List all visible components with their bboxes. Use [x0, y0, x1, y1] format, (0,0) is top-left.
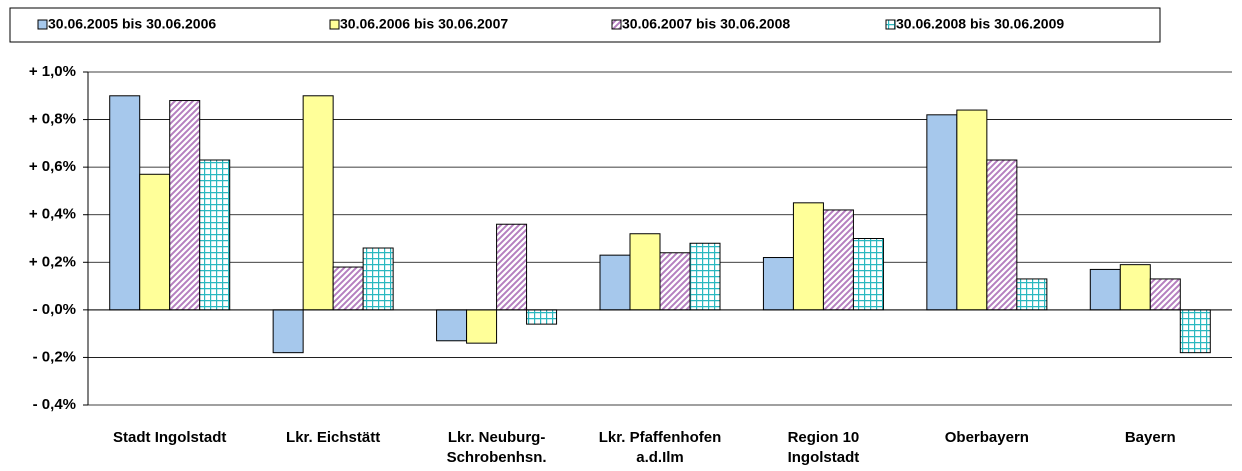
legend-label: 30.06.2007 bis 30.06.2008	[622, 16, 790, 32]
legend-label: 30.06.2006 bis 30.06.2007	[340, 16, 508, 32]
y-tick-label: + 0,6%	[29, 158, 76, 175]
bar	[1119, 264, 1151, 311]
x-tick-label-line: a.d.Ilm	[636, 449, 684, 466]
legend-label: 30.06.2005 bis 30.06.2006	[48, 16, 216, 32]
bar	[599, 254, 631, 311]
bar	[362, 247, 394, 311]
x-tick-label: Stadt Ingolstadt	[113, 429, 226, 446]
y-tick-label: - 0,2%	[33, 348, 76, 365]
y-tick-label: + 1,0%	[29, 63, 76, 80]
bar	[272, 309, 304, 354]
bar	[332, 266, 364, 311]
legend-swatch	[611, 19, 622, 30]
bar	[199, 159, 231, 311]
x-tick-label: Lkr. Pfaffenhofen a.d.Ilm	[599, 429, 722, 466]
y-tick-label: - 0,0%	[33, 301, 76, 318]
bar	[466, 309, 498, 344]
y-tick-label: + 0,4%	[29, 206, 76, 223]
legend-swatch	[329, 19, 340, 30]
bar	[1016, 278, 1048, 311]
bar	[986, 159, 1018, 311]
x-tick-label: Lkr. Eichstätt	[286, 429, 380, 446]
bar	[302, 95, 334, 311]
bar	[822, 209, 854, 311]
x-tick-label: Region 10 Ingolstadt	[788, 429, 860, 466]
x-tick-label-line: Schrobenhsn.	[447, 449, 547, 466]
legend-label: 30.06.2008 bis 30.06.2009	[896, 16, 1064, 32]
bar	[496, 223, 528, 311]
x-tick-label-line: Region 10	[788, 429, 860, 446]
bar	[762, 257, 794, 311]
x-tick-label: Lkr. Neuburg- Schrobenhsn.	[447, 429, 547, 466]
bar	[1089, 268, 1121, 311]
bar	[659, 252, 691, 311]
y-tick-label: + 0,8%	[29, 111, 76, 128]
bar	[436, 309, 468, 342]
bar	[956, 109, 988, 311]
legend-swatch	[885, 19, 896, 30]
x-tick-label-line: Ingolstadt	[788, 449, 860, 466]
bar	[629, 233, 661, 311]
legend-swatch	[37, 19, 48, 30]
bar	[526, 309, 558, 325]
x-tick-label: Oberbayern	[945, 429, 1029, 446]
bar	[689, 242, 721, 311]
y-tick-label: - 0,4%	[33, 396, 76, 413]
x-tick-label: Bayern	[1125, 429, 1176, 446]
x-tick-label-line: Lkr. Neuburg-	[448, 429, 546, 446]
bar	[1179, 309, 1211, 354]
bar	[1149, 278, 1181, 311]
bar	[852, 238, 884, 311]
bar	[169, 100, 201, 311]
bar	[109, 95, 141, 311]
bar	[139, 173, 171, 311]
bar	[792, 202, 824, 311]
bar	[926, 114, 958, 311]
x-tick-label-line: Lkr. Pfaffenhofen	[599, 429, 722, 446]
legend-box	[9, 7, 1161, 43]
y-tick-label: + 0,2%	[29, 253, 76, 270]
